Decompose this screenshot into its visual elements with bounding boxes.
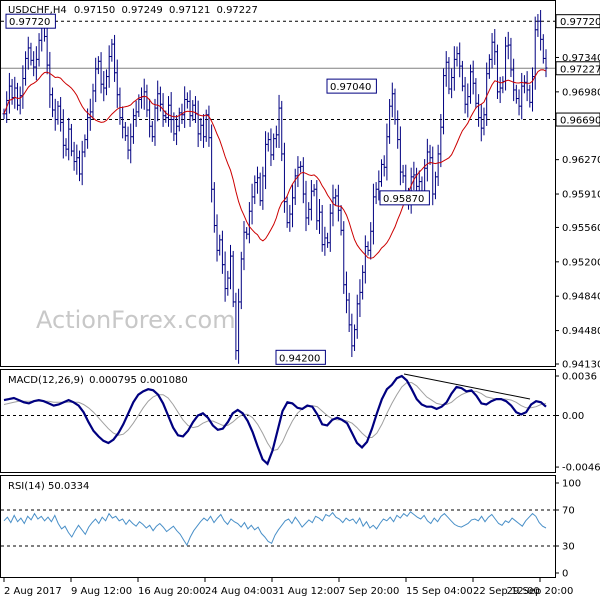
price-tick-label: 0.94480	[562, 326, 600, 337]
time-axis: 2 Aug 2017 9 Aug 12:00 16 Aug 20:00 24 Aug …	[3, 578, 574, 597]
rsi-axis: 100 70 30 0	[555, 479, 581, 580]
macd-label: MACD(12,26,9)	[8, 375, 84, 386]
price-tick-label: 0.94840	[562, 292, 600, 303]
quote-low: 0.97121	[169, 5, 210, 16]
annotation-label: 0.94200	[279, 353, 320, 364]
macd-axis: 0.0036 0.00 -0.004696	[555, 372, 600, 474]
annotation-box	[379, 190, 430, 206]
price-axis: 0.97720 0.97340 0.96980 0.96690 0.96270 0.959…	[555, 14, 600, 371]
time-tick-label: 16 Aug 20:00	[138, 586, 205, 597]
time-tick-label: 22 Sep 12:00	[473, 586, 540, 597]
price-tick-label: 0.96980	[562, 87, 600, 98]
price-tick-label: 0.95200	[562, 257, 600, 268]
annotation-box	[326, 78, 377, 94]
annotation: 0.94200	[275, 349, 326, 365]
current-price-label: 0.97227	[560, 64, 600, 75]
annotation: 0.97040	[326, 78, 377, 94]
macd-tick-label: 0.0036	[562, 372, 597, 383]
annotation: 0.97720	[5, 13, 56, 29]
chart-symbol: USDCHF	[8, 5, 50, 16]
annotation: 0.95870	[379, 190, 430, 206]
rsi-title: RSI(14) 50.0334	[8, 481, 89, 492]
rsi-tick-label: 100	[562, 479, 581, 490]
macd-trendline	[403, 373, 531, 400]
annotation-box	[275, 349, 326, 365]
annotation-label: 0.97720	[9, 17, 50, 28]
time-tick-label: 7 Sep 20:00	[339, 586, 399, 597]
rsi-tick-label: 70	[562, 506, 575, 517]
time-tick-label: 9 Aug 12:00	[71, 586, 132, 597]
macd-tick-label: -0.004696	[562, 463, 600, 474]
time-tick-label: 24 Aug 04:00	[205, 586, 272, 597]
time-tick-label: 29 Sep 20:00	[507, 586, 574, 597]
level-box	[555, 14, 600, 29]
annotation-label: 0.95870	[383, 194, 424, 205]
price-tick-label: 0.96270	[562, 155, 600, 166]
quote-close: 0.97227	[217, 5, 258, 16]
rsi-tick-label: 0	[562, 569, 568, 580]
macd-panel: 0.0036 0.00 -0.004696 MACD(12,26,9) 0.0007…	[0, 369, 600, 474]
macd-line	[3, 374, 547, 466]
time-tick-label: 31 Aug 12:00	[272, 586, 339, 597]
macd-tick-label: 0.00	[562, 411, 584, 422]
main-panel: ActionForex.com 0.977200.970400.958700.9…	[0, 0, 600, 371]
time-tick-label: 15 Sep 04:00	[406, 586, 473, 597]
price-annotations: 0.97720 0.97040 0.95870 0.94200	[5, 13, 430, 365]
main-panel-border	[0, 0, 556, 367]
watermark: ActionForex.com	[36, 306, 236, 334]
annotation-box	[5, 13, 56, 29]
level-label: 0.96690	[560, 116, 600, 127]
macd-panel-border	[0, 369, 556, 473]
quote-open: 0.97150	[74, 5, 115, 16]
ohlc-series	[2, 10, 548, 364]
rsi-panel: 100 70 30 0 RSI(14) 50.0334	[0, 475, 581, 580]
ohlc-bar	[544, 49, 548, 78]
price-tick-label: 0.97340	[562, 53, 600, 64]
price-tick-label: 0.94130	[562, 360, 600, 371]
moving-average-line	[3, 69, 547, 259]
price-tick-label: 0.95910	[562, 190, 600, 201]
chart-timeframe: H4	[53, 5, 67, 16]
price-tick-label: 0.95560	[562, 223, 600, 234]
time-tick-label: 2 Aug 2017	[4, 586, 62, 597]
annotation-label: 0.97040	[330, 82, 371, 93]
level-box	[555, 112, 600, 127]
rsi-tick-label: 30	[562, 542, 575, 553]
current-price-box	[555, 61, 600, 76]
level-label: 0.97720	[560, 17, 600, 28]
macd-values: 0.000795 0.001080	[89, 375, 188, 386]
quote-high: 0.97249	[121, 5, 162, 16]
rsi-line	[3, 511, 547, 547]
macd-signal-line	[3, 382, 547, 452]
macd-title: MACD(12,26,9) 0.000795 0.001080	[8, 375, 188, 386]
chart-title: USDCHF,H4 0.97150 0.97249 0.97121 0.9722…	[8, 5, 258, 16]
